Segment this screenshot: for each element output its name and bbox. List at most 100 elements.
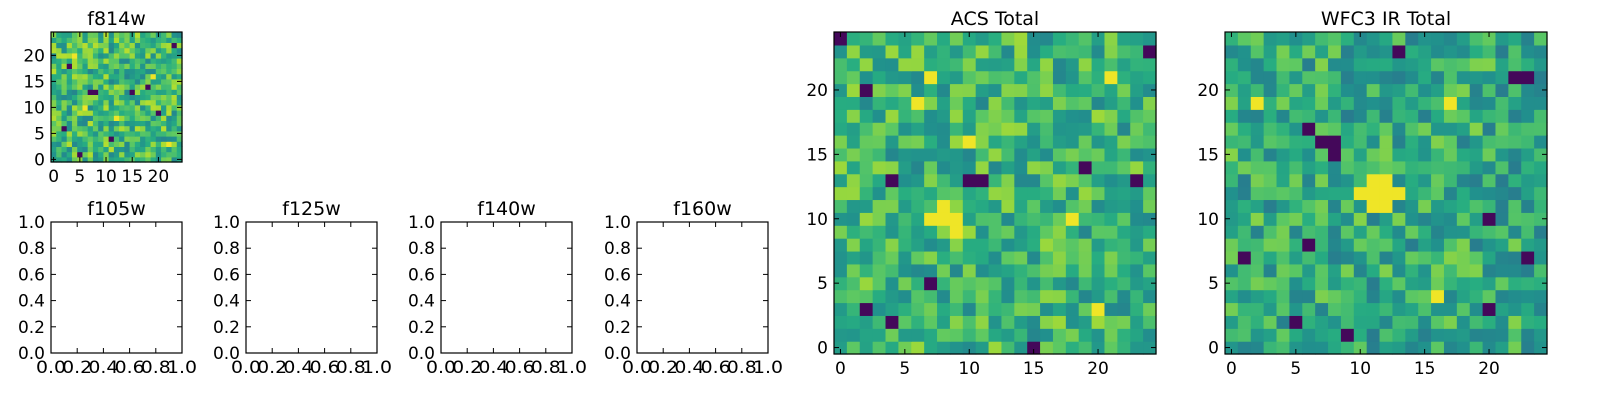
heatmap-cell (77, 63, 84, 69)
heatmap-cell (1276, 276, 1290, 291)
heatmap-cell (1405, 341, 1419, 355)
heatmap-cell (1091, 160, 1106, 175)
heatmap-cell (108, 58, 115, 64)
heatmap-cell (1040, 225, 1054, 239)
heatmap-cell (87, 99, 94, 106)
heatmap-cell (1117, 212, 1131, 226)
heatmap-cell (87, 104, 94, 111)
heatmap-cell (1078, 328, 1093, 342)
heatmap-cell (1225, 289, 1239, 304)
heatmap-cell (872, 199, 887, 213)
heatmap-cell (859, 147, 874, 162)
heatmap-cell (1225, 70, 1239, 85)
heatmap-cell (56, 37, 63, 43)
heatmap-cell (176, 37, 183, 43)
heatmap-cell (1014, 315, 1028, 329)
heatmap-cell (924, 302, 938, 316)
axes-frame (245, 221, 378, 354)
heatmap-cell (1052, 109, 1067, 123)
heatmap-cell (1482, 147, 1497, 162)
y-tick-label: 1.0 (604, 213, 631, 233)
heatmap-cell (1340, 341, 1355, 355)
heatmap-cell (1143, 83, 1157, 97)
heatmap-cell (1443, 122, 1458, 136)
heatmap-cell (124, 120, 131, 127)
heatmap-cell (924, 70, 938, 85)
heatmap-cell (155, 89, 162, 95)
heatmap-cell (166, 156, 173, 163)
heatmap-cell (1443, 263, 1458, 278)
heatmap-cell (171, 73, 178, 80)
heatmap-cell (1027, 70, 1041, 85)
heatmap-cell (1065, 302, 1080, 316)
heatmap-cell (1315, 57, 1329, 72)
heatmap-cell (134, 99, 141, 106)
heatmap-cell (911, 212, 925, 226)
y-tick-label: 15 (1197, 145, 1219, 165)
heatmap-cell (1302, 70, 1316, 85)
heatmap-cell (1521, 263, 1535, 278)
heatmap-cell (150, 120, 157, 127)
heatmap-cell (1469, 238, 1484, 252)
heatmap-cell (1418, 57, 1432, 72)
heatmap-cell (166, 73, 173, 80)
heatmap-cell (1014, 173, 1028, 188)
heatmap-cell (949, 57, 964, 72)
heatmap-cell (859, 341, 874, 355)
heatmap-cell (61, 104, 68, 111)
heatmap-cell (1078, 173, 1093, 188)
heatmap-cell (1379, 238, 1394, 252)
heatmap-cell (949, 109, 964, 123)
heatmap-cell (1443, 238, 1458, 252)
heatmap-cell (166, 32, 173, 38)
heatmap-cell (166, 110, 173, 116)
heatmap-cell (1052, 263, 1067, 278)
heatmap-cell (911, 276, 925, 291)
heatmap-cell (1508, 263, 1522, 278)
heatmap-cell (1353, 199, 1368, 213)
heatmap-cell (1289, 135, 1303, 149)
heatmap-cell (1443, 32, 1458, 46)
heatmap-cell (988, 276, 1003, 291)
heatmap-cell (61, 94, 68, 101)
heatmap-cell (161, 63, 167, 69)
y-tick-label: 5 (34, 124, 45, 144)
heatmap-cell (1302, 276, 1316, 291)
heatmap-cell (1456, 250, 1471, 265)
heatmap-cell (1366, 160, 1381, 175)
heatmap-cell (1130, 186, 1144, 201)
heatmap-cell (1340, 44, 1355, 59)
heatmap-cell (1418, 276, 1432, 291)
heatmap-cell (1418, 96, 1432, 110)
y-tick-label: 1.0 (213, 213, 240, 233)
heatmap-cell (1392, 263, 1406, 278)
heatmap-cell (171, 68, 178, 75)
heatmap-cell (1521, 57, 1535, 72)
heatmap-cell (1091, 44, 1106, 59)
heatmap-cell (988, 263, 1003, 278)
heatmap-cell (1482, 173, 1497, 188)
heatmap-cell (1250, 96, 1265, 110)
heatmap-cell (77, 84, 84, 90)
heatmap-cell (1405, 302, 1419, 316)
heatmap-cell (1250, 160, 1265, 175)
heatmap-cell (1521, 328, 1535, 342)
heatmap-cell (1495, 263, 1509, 278)
heatmap-cell (962, 199, 977, 213)
heatmap-cell (834, 83, 848, 97)
heatmap-cell (77, 120, 84, 127)
heatmap-cell (1276, 315, 1290, 329)
heatmap-cell (1130, 32, 1144, 46)
heatmap-cell (51, 58, 57, 64)
heatmap-cell (1091, 341, 1106, 355)
heatmap-cell (108, 151, 115, 158)
heatmap-cell (1392, 186, 1406, 201)
heatmap-cell (898, 109, 912, 123)
heatmap-cell (82, 89, 89, 95)
heatmap-cell (150, 94, 157, 101)
heatmap-cell (1027, 250, 1041, 265)
heatmap-cell (1340, 109, 1355, 123)
heatmap-cell (1366, 32, 1381, 46)
heatmap-cell (1237, 173, 1252, 188)
heatmap-cell (66, 84, 73, 90)
